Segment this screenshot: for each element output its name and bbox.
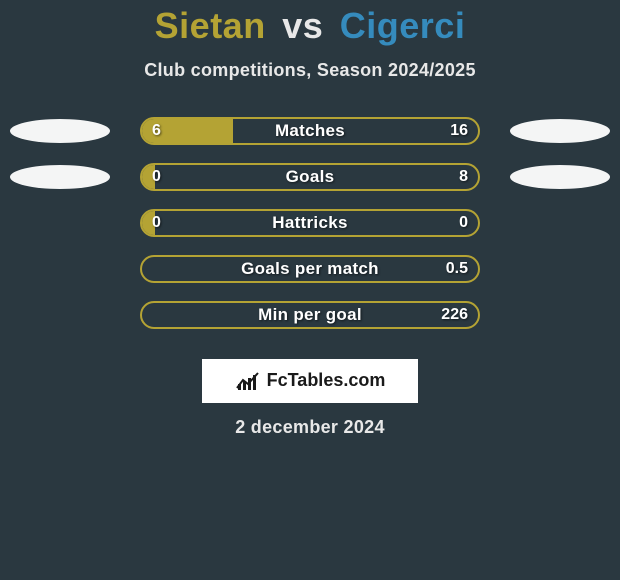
stat-row: Min per goal226 bbox=[0, 295, 620, 341]
chart-icon bbox=[235, 370, 261, 392]
stat-row: Matches616 bbox=[0, 111, 620, 157]
stat-bar: Goals08 bbox=[140, 163, 480, 191]
stat-value-right: 8 bbox=[459, 165, 468, 189]
stat-bar: Hattricks00 bbox=[140, 209, 480, 237]
date-text: 2 december 2024 bbox=[0, 417, 620, 438]
player2-marker bbox=[510, 119, 610, 143]
stat-row: Goals per match0.5 bbox=[0, 249, 620, 295]
stat-bar-fill bbox=[142, 119, 233, 143]
stat-bar: Min per goal226 bbox=[140, 301, 480, 329]
stat-value-right: 0 bbox=[459, 211, 468, 235]
stat-bar: Goals per match0.5 bbox=[140, 255, 480, 283]
subtitle: Club competitions, Season 2024/2025 bbox=[0, 60, 620, 81]
stat-value-right: 0.5 bbox=[446, 257, 468, 281]
source-logo: FcTables.com bbox=[202, 359, 418, 403]
stat-label: Goals bbox=[142, 165, 478, 189]
stats-rows: Matches616Goals08Hattricks00Goals per ma… bbox=[0, 111, 620, 341]
page-title: Sietan vs Cigerci bbox=[0, 6, 620, 46]
logo-text: FcTables.com bbox=[267, 370, 386, 391]
stat-row: Goals08 bbox=[0, 157, 620, 203]
stat-label: Goals per match bbox=[142, 257, 478, 281]
comparison-card: Sietan vs Cigerci Club competitions, Sea… bbox=[0, 0, 620, 580]
stat-label: Hattricks bbox=[142, 211, 478, 235]
player1-marker bbox=[10, 119, 110, 143]
stat-label: Min per goal bbox=[142, 303, 478, 327]
player1-marker bbox=[10, 165, 110, 189]
stat-value-right: 16 bbox=[450, 119, 468, 143]
player2-name: Cigerci bbox=[340, 5, 466, 46]
stat-bar-fill bbox=[142, 165, 155, 189]
stat-row: Hattricks00 bbox=[0, 203, 620, 249]
vs-text: vs bbox=[282, 5, 323, 46]
stat-bar-fill bbox=[142, 211, 155, 235]
player1-name: Sietan bbox=[155, 5, 266, 46]
player2-marker bbox=[510, 165, 610, 189]
stat-value-right: 226 bbox=[441, 303, 468, 327]
stat-bar: Matches616 bbox=[140, 117, 480, 145]
